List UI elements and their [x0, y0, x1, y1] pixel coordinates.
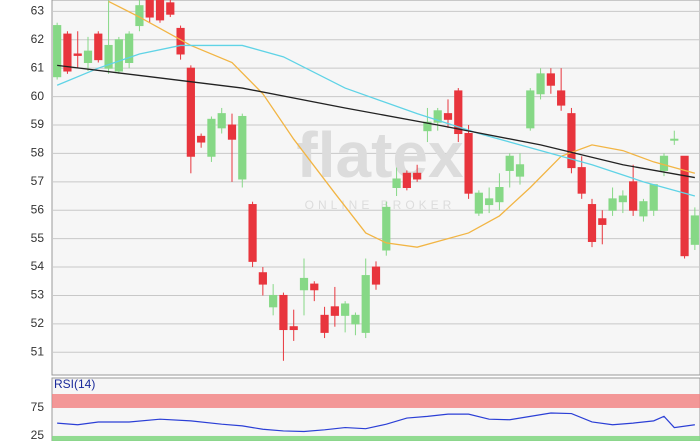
- candle-body: [608, 198, 617, 211]
- y-tick-label: 62: [31, 32, 45, 46]
- candle-body: [505, 155, 514, 171]
- candle-body: [207, 118, 216, 157]
- candle-body: [227, 124, 237, 140]
- candle-body: [341, 303, 350, 316]
- candle-body: [248, 204, 257, 262]
- y-tick-label: 53: [31, 288, 45, 302]
- candle-body: [587, 204, 597, 242]
- candle-body: [454, 90, 463, 135]
- candle-body: [464, 133, 473, 194]
- y-tick-label: 57: [31, 174, 45, 188]
- candle-body: [114, 39, 123, 72]
- candle-body: [289, 326, 298, 331]
- y-tick-label: 58: [31, 146, 45, 160]
- watermark-sub: ONLINE BROKER: [305, 198, 456, 212]
- candle-body: [670, 138, 679, 141]
- candle-body: [186, 67, 195, 157]
- candle-body: [515, 164, 525, 177]
- oversold-band: [52, 435, 700, 441]
- candle-body: [629, 181, 638, 211]
- candle-body: [495, 187, 504, 203]
- rsi-title: RSI(14): [54, 377, 95, 391]
- line: [108, 0, 696, 248]
- candle-body: [371, 266, 381, 285]
- price-panel: [51, 0, 700, 376]
- candle-body: [155, 0, 165, 21]
- candle-body: [598, 218, 607, 225]
- candle-body: [258, 272, 267, 285]
- candle-body: [577, 167, 586, 194]
- y-tick-label: 56: [31, 202, 45, 216]
- candle-body: [217, 113, 226, 129]
- watermark: flatex: [296, 119, 464, 191]
- candle-body: [63, 33, 72, 72]
- candle-body: [649, 184, 658, 211]
- candle-body: [310, 283, 319, 291]
- line: [57, 412, 695, 433]
- candle-body: [474, 192, 483, 214]
- candle-body: [166, 2, 175, 15]
- candle-body: [330, 306, 339, 316]
- candle-body: [197, 135, 206, 143]
- candle-body: [299, 277, 309, 291]
- candle-body: [536, 73, 545, 95]
- candle-body: [443, 113, 453, 120]
- candle-body: [53, 25, 62, 78]
- candle-body: [557, 90, 566, 106]
- candle-body: [659, 155, 669, 171]
- candle-body: [567, 113, 576, 169]
- candle-body: [279, 294, 288, 331]
- y-tick-label: 61: [31, 60, 45, 74]
- candle-body: [320, 314, 329, 333]
- overbought-band: [52, 394, 700, 408]
- y-tick-label: 75: [31, 400, 45, 414]
- candle-body: [618, 195, 627, 203]
- candle-body: [73, 53, 82, 56]
- line: [56, 44, 696, 197]
- y-tick-label: 51: [31, 344, 45, 358]
- candle-body: [125, 33, 134, 63]
- candle-body: [392, 178, 401, 189]
- candle-body: [526, 90, 535, 129]
- y-tick-label: 52: [31, 316, 45, 330]
- candle-body: [361, 275, 370, 333]
- candle-body: [83, 50, 93, 63]
- candle-body: [94, 33, 103, 61]
- candle-body: [238, 115, 247, 180]
- rsi-panel: [51, 377, 700, 441]
- y-tick-label: 60: [31, 89, 45, 103]
- candle-body: [145, 0, 154, 18]
- candle-body: [546, 73, 555, 86]
- candle-body: [423, 121, 432, 132]
- candle-body: [104, 44, 113, 69]
- candle-body: [690, 215, 699, 245]
- candle-body: [382, 206, 391, 251]
- candle-body: [269, 294, 278, 308]
- y-tick-label: 25: [31, 428, 45, 441]
- candle-body: [639, 201, 648, 217]
- y-tick-label: 59: [31, 117, 45, 131]
- candle-body: [433, 110, 442, 123]
- candle-body: [413, 172, 422, 180]
- candle-body: [680, 155, 689, 257]
- y-tick-label: 54: [31, 259, 45, 273]
- candle-body: [402, 172, 411, 189]
- line: [57, 64, 695, 179]
- candle-body: [351, 314, 360, 325]
- y-tick-label: 63: [31, 4, 45, 18]
- candle-body: [485, 198, 494, 206]
- y-tick-label: 55: [31, 231, 45, 245]
